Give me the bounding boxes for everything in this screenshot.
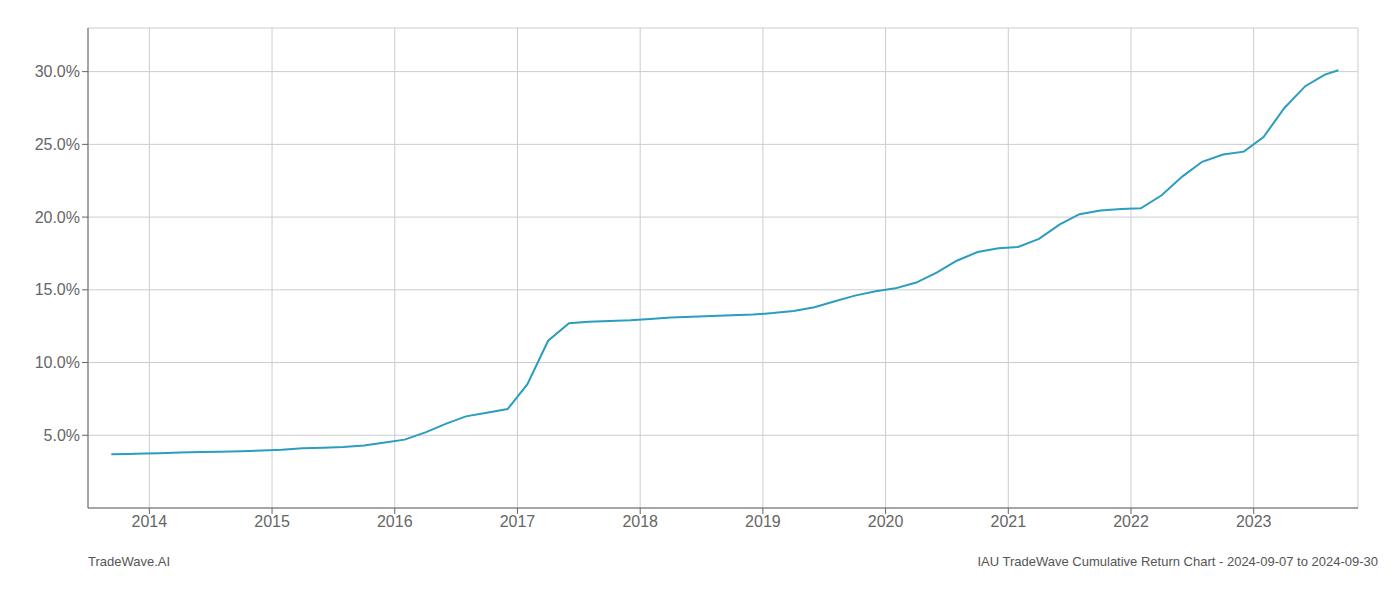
- html-text:TradeWave.AI: TradeWave.AI: [88, 554, 171, 569]
- svg-text:20.0%: 20.0%: [35, 209, 80, 226]
- svg-text:30.0%: 30.0%: [35, 63, 80, 80]
- svg-text:2014: 2014: [132, 513, 168, 530]
- svg-text:2019: 2019: [745, 513, 781, 530]
- svg-text:10.0%: 10.0%: [35, 354, 80, 371]
- svg-text:2016: 2016: [377, 513, 413, 530]
- svg-text:25.0%: 25.0%: [35, 136, 80, 153]
- html-text:IAU TradeWave Cumulative Retur: IAU TradeWave Cumulative Return Chart - …: [977, 554, 1378, 569]
- svg-text:2022: 2022: [1113, 513, 1149, 530]
- svg-text:2017: 2017: [500, 513, 536, 530]
- svg-text:2023: 2023: [1236, 513, 1272, 530]
- svg-text:5.0%: 5.0%: [44, 427, 80, 444]
- svg-text:2020: 2020: [868, 513, 904, 530]
- svg-text:2021: 2021: [990, 513, 1026, 530]
- svg-text:15.0%: 15.0%: [35, 281, 80, 298]
- svg-text:2018: 2018: [622, 513, 658, 530]
- svg-text:2015: 2015: [254, 513, 290, 530]
